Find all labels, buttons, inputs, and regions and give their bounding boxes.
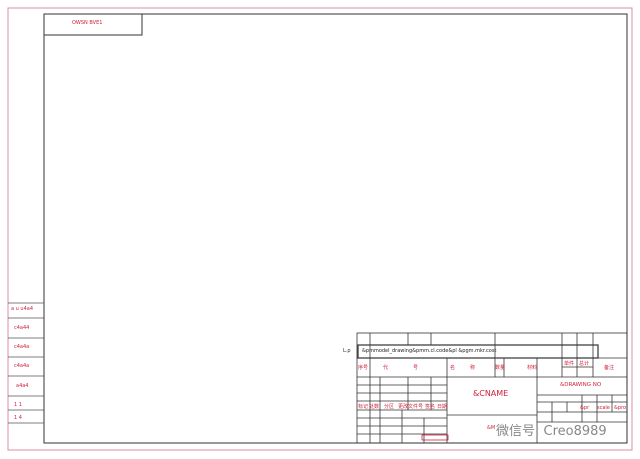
header-cell: 材料 (527, 365, 538, 371)
side-label: c4a4a (14, 344, 30, 350)
sign-label: 标记 (358, 404, 369, 410)
side-label: c4a44 (14, 325, 30, 331)
header-cell: 名 (450, 365, 456, 371)
side-label: 1 4 (14, 415, 22, 421)
lp-label: L.p (343, 348, 351, 354)
side-label: 1 1 (14, 402, 22, 408)
header-cell: 号 (413, 365, 419, 371)
side-label: c4a4a (14, 363, 30, 369)
outer-border (7, 7, 633, 451)
sign-label: 更改文件号 (398, 404, 424, 410)
side-strip (8, 302, 44, 424)
watermark: 微信号: Creo8989 (496, 424, 607, 439)
side-label: a4a4 (16, 383, 29, 389)
cname-field: &CNAME (473, 389, 509, 398)
title-block-grid (356, 332, 628, 444)
scale-cell: scale (597, 405, 610, 411)
sign-label: 分区 (384, 404, 395, 410)
header-cell: 数量 (495, 365, 506, 371)
scale-cell: &pro (614, 405, 627, 411)
side-label: a u u4a4 (11, 306, 34, 312)
header-cell: 单件 (564, 361, 575, 367)
header-cell: 序号 (358, 365, 369, 371)
param-line: &pmmodel_drawing&pmm.cl.code&pl &pgm.mkr… (362, 348, 497, 354)
sign-label: 处数 (369, 404, 380, 410)
scale-cell: &pr (580, 405, 590, 411)
header-cell: 代 (383, 365, 389, 371)
mark-label: &M (487, 425, 496, 431)
sign-label: 签名 (425, 404, 436, 410)
header-cell: 称 (470, 365, 476, 371)
corner-box (43, 13, 143, 36)
header-cell: 总计 (579, 361, 590, 367)
sign-label: 日期 (437, 404, 448, 410)
header-cell: 备注 (604, 365, 615, 371)
drawing-no-field: &DRAWING NO (560, 382, 602, 388)
corner-label: OWSN BVE1 (72, 20, 103, 26)
inner-frame (43, 13, 628, 444)
